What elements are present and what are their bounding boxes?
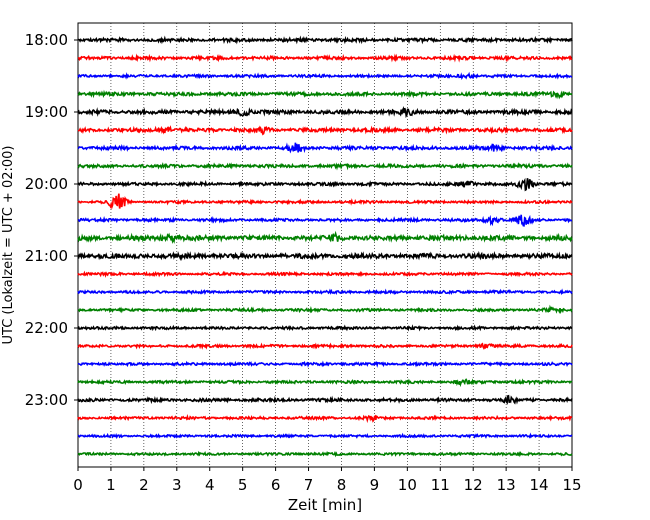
x-tick-label: 7 (304, 476, 314, 494)
x-axis-label: Zeit [min] (288, 496, 362, 514)
x-tick-label: 8 (337, 476, 347, 494)
vertical-grid (110, 23, 540, 467)
trace-2300 (77, 394, 573, 405)
x-tick-label: 6 (271, 476, 281, 494)
y-tick-label: 22:00 (25, 319, 68, 337)
trace-2115 (77, 270, 573, 278)
x-tick-label: 4 (205, 476, 215, 494)
x-tick-label: 12 (464, 476, 483, 494)
trace-2100 (77, 250, 573, 262)
y-tick-label: 20:00 (25, 175, 68, 193)
trace-1930 (77, 142, 573, 154)
x-tick-label: 2 (139, 476, 149, 494)
y-tick-label: 23:00 (25, 391, 68, 409)
seismic-traces (77, 35, 573, 458)
x-tick-label: 3 (172, 476, 182, 494)
x-tick-label: 10 (398, 476, 417, 494)
y-tick-label: 18:00 (25, 31, 68, 49)
trace-2145 (77, 304, 573, 315)
trace-2230 (77, 360, 573, 368)
x-tick-label: 11 (431, 476, 450, 494)
trace-1800 (77, 35, 573, 45)
x-tick-label: 1 (106, 476, 116, 494)
trace-2200 (77, 324, 573, 332)
trace-2000 (77, 177, 573, 192)
x-tick-label: 13 (497, 476, 516, 494)
trace-2315 (77, 414, 573, 424)
y-tick-label: 21:00 (25, 247, 68, 265)
trace-1945 (77, 162, 573, 171)
trace-2245 (77, 378, 573, 388)
trace-1830 (77, 71, 572, 81)
trace-2330 (77, 432, 573, 440)
trace-1900 (77, 105, 573, 119)
trace-1915 (77, 125, 573, 136)
trace-2015 (77, 193, 573, 210)
x-tick-label: 9 (370, 476, 380, 494)
trace-2045 (77, 230, 573, 245)
y-axis-ticks: 18:00 19:00 20:00 21:00 22:00 23:00 (25, 31, 78, 409)
trace-2130 (77, 288, 573, 296)
trace-2215 (77, 342, 573, 351)
y-tick-label: 19:00 (25, 103, 68, 121)
x-tick-label: 5 (238, 476, 248, 494)
trace-2030 (77, 214, 573, 227)
plot-frame (77, 22, 573, 468)
trace-1815 (77, 53, 573, 63)
trace-1845 (77, 89, 573, 100)
trace-2345 (77, 450, 573, 458)
x-axis-ticks: 0 1 2 3 4 5 6 7 8 9 10 11 12 13 14 15 (73, 467, 582, 494)
y-axis-label: UTC (Lokalzeit = UTC + 02:00) (1, 146, 16, 345)
x-tick-label: 15 (562, 476, 581, 494)
x-tick-label: 0 (73, 476, 83, 494)
x-tick-label: 14 (530, 476, 549, 494)
